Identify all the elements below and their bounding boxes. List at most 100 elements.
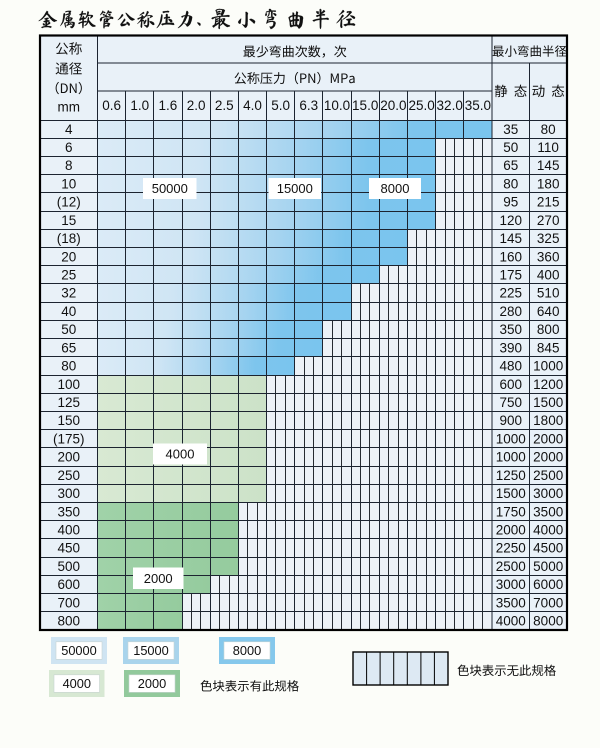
svg-text:325: 325 [537, 231, 560, 246]
svg-text:4500: 4500 [533, 541, 563, 556]
svg-text:1200: 1200 [533, 377, 563, 392]
svg-text:mm: mm [58, 100, 81, 115]
svg-text:6: 6 [65, 140, 73, 155]
svg-text:640: 640 [537, 304, 560, 319]
svg-text:6000: 6000 [533, 577, 563, 592]
svg-text:20: 20 [61, 249, 76, 264]
svg-text:175: 175 [500, 268, 523, 283]
svg-text:2000: 2000 [533, 450, 563, 465]
svg-text:510: 510 [537, 286, 560, 301]
svg-text:80: 80 [503, 176, 518, 191]
svg-text:80: 80 [61, 359, 76, 374]
svg-text:2000: 2000 [138, 676, 166, 691]
svg-text:500: 500 [58, 559, 81, 574]
svg-text:5000: 5000 [533, 559, 563, 574]
svg-text:4000: 4000 [166, 447, 195, 462]
svg-text:145: 145 [537, 158, 560, 173]
svg-text:180: 180 [537, 176, 560, 191]
svg-text:6.3: 6.3 [299, 98, 318, 113]
svg-text:3500: 3500 [496, 595, 526, 610]
svg-text:350: 350 [58, 504, 81, 519]
svg-text:95: 95 [503, 195, 518, 210]
svg-text:280: 280 [500, 304, 523, 319]
svg-text:8: 8 [65, 158, 73, 173]
svg-text:(18): (18) [57, 231, 81, 246]
svg-text:15.0: 15.0 [352, 98, 378, 113]
svg-text:480: 480 [500, 359, 523, 374]
svg-text:0.6: 0.6 [102, 98, 121, 113]
svg-text:2000: 2000 [496, 523, 526, 538]
svg-text:2000: 2000 [533, 431, 563, 446]
svg-text:1750: 1750 [496, 504, 526, 519]
svg-text:145: 145 [500, 231, 523, 246]
svg-text:750: 750 [500, 395, 523, 410]
svg-text:2.0: 2.0 [187, 98, 206, 113]
svg-text:4.0: 4.0 [243, 98, 262, 113]
svg-text:15: 15 [61, 213, 76, 228]
svg-text:225: 225 [500, 286, 523, 301]
svg-text:7000: 7000 [533, 595, 563, 610]
svg-text:8000: 8000 [381, 181, 410, 196]
svg-text:450: 450 [58, 541, 81, 556]
svg-text:110: 110 [537, 140, 559, 155]
svg-text:1.6: 1.6 [159, 98, 178, 113]
svg-text:1800: 1800 [533, 413, 563, 428]
svg-text:4000: 4000 [496, 614, 526, 629]
svg-text:50000: 50000 [61, 643, 97, 658]
svg-text:250: 250 [58, 468, 81, 483]
svg-text:160: 160 [500, 249, 523, 264]
svg-text:(12): (12) [57, 195, 81, 210]
svg-text:2500: 2500 [533, 468, 563, 483]
svg-text:360: 360 [537, 249, 560, 264]
svg-text:15000: 15000 [277, 181, 313, 196]
svg-text:845: 845 [537, 340, 560, 355]
svg-text:300: 300 [58, 486, 81, 501]
svg-text:1000: 1000 [496, 431, 526, 446]
svg-text:65: 65 [61, 340, 76, 355]
svg-text:400: 400 [537, 268, 560, 283]
svg-text:1000: 1000 [533, 359, 563, 374]
svg-text:15000: 15000 [133, 643, 169, 658]
svg-text:35.0: 35.0 [465, 98, 491, 113]
svg-text:3000: 3000 [496, 577, 526, 592]
svg-text:10: 10 [61, 176, 76, 191]
svg-text:4: 4 [65, 122, 73, 137]
svg-text:65: 65 [503, 158, 518, 173]
svg-text:8000: 8000 [533, 614, 563, 629]
svg-text:4000: 4000 [533, 523, 563, 538]
svg-text:(175): (175) [53, 431, 85, 446]
svg-text:32: 32 [61, 286, 76, 301]
svg-text:400: 400 [58, 523, 81, 538]
svg-text:2250: 2250 [496, 541, 526, 556]
svg-text:4000: 4000 [63, 676, 91, 691]
svg-text:390: 390 [500, 340, 523, 355]
svg-text:150: 150 [58, 413, 81, 428]
svg-text:100: 100 [58, 377, 81, 392]
svg-text:3500: 3500 [533, 504, 563, 519]
svg-text:350: 350 [500, 322, 523, 337]
svg-text:50000: 50000 [152, 181, 188, 196]
svg-text:1250: 1250 [496, 468, 526, 483]
svg-text:120: 120 [500, 213, 523, 228]
svg-text:2000: 2000 [144, 571, 173, 586]
svg-text:20.0: 20.0 [380, 98, 406, 113]
svg-text:2500: 2500 [496, 559, 526, 574]
svg-text:800: 800 [537, 322, 560, 337]
svg-text:1.0: 1.0 [130, 98, 149, 113]
svg-text:270: 270 [537, 213, 560, 228]
svg-text:32.0: 32.0 [437, 98, 463, 113]
svg-text:50: 50 [503, 140, 518, 155]
svg-text:700: 700 [58, 595, 81, 610]
svg-text:215: 215 [537, 195, 560, 210]
svg-text:2.5: 2.5 [215, 98, 234, 113]
svg-text:600: 600 [500, 377, 523, 392]
svg-text:25: 25 [61, 268, 76, 283]
svg-text:40: 40 [61, 304, 76, 319]
svg-text:1000: 1000 [496, 450, 526, 465]
svg-text:1500: 1500 [533, 395, 563, 410]
svg-text:35: 35 [503, 122, 518, 137]
svg-text:5.0: 5.0 [271, 98, 290, 113]
svg-text:1500: 1500 [496, 486, 526, 501]
svg-text:600: 600 [58, 577, 81, 592]
svg-text:80: 80 [541, 122, 556, 137]
